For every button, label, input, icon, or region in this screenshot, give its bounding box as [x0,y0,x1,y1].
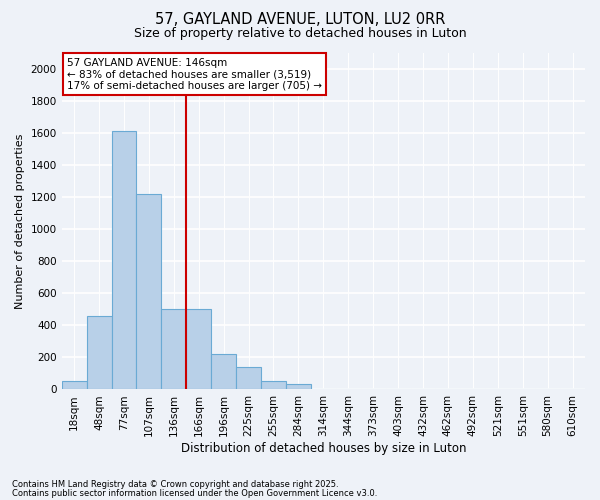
Bar [62,382,86,390]
X-axis label: Distribution of detached houses by size in Luton: Distribution of detached houses by size … [181,442,466,455]
Bar [136,194,161,390]
Bar [112,131,136,390]
Bar [236,367,261,390]
Text: Contains public sector information licensed under the Open Government Licence v3: Contains public sector information licen… [12,488,377,498]
Bar [161,309,186,390]
Y-axis label: Number of detached properties: Number of detached properties [15,134,25,308]
Bar [186,309,211,390]
Bar [86,316,112,390]
Text: 57 GAYLAND AVENUE: 146sqm
← 83% of detached houses are smaller (3,519)
17% of se: 57 GAYLAND AVENUE: 146sqm ← 83% of detac… [67,58,322,91]
Bar [211,354,236,390]
Text: Size of property relative to detached houses in Luton: Size of property relative to detached ho… [134,28,466,40]
Text: Contains HM Land Registry data © Crown copyright and database right 2025.: Contains HM Land Registry data © Crown c… [12,480,338,489]
Bar [261,380,286,390]
Bar [286,384,311,390]
Text: 57, GAYLAND AVENUE, LUTON, LU2 0RR: 57, GAYLAND AVENUE, LUTON, LU2 0RR [155,12,445,28]
